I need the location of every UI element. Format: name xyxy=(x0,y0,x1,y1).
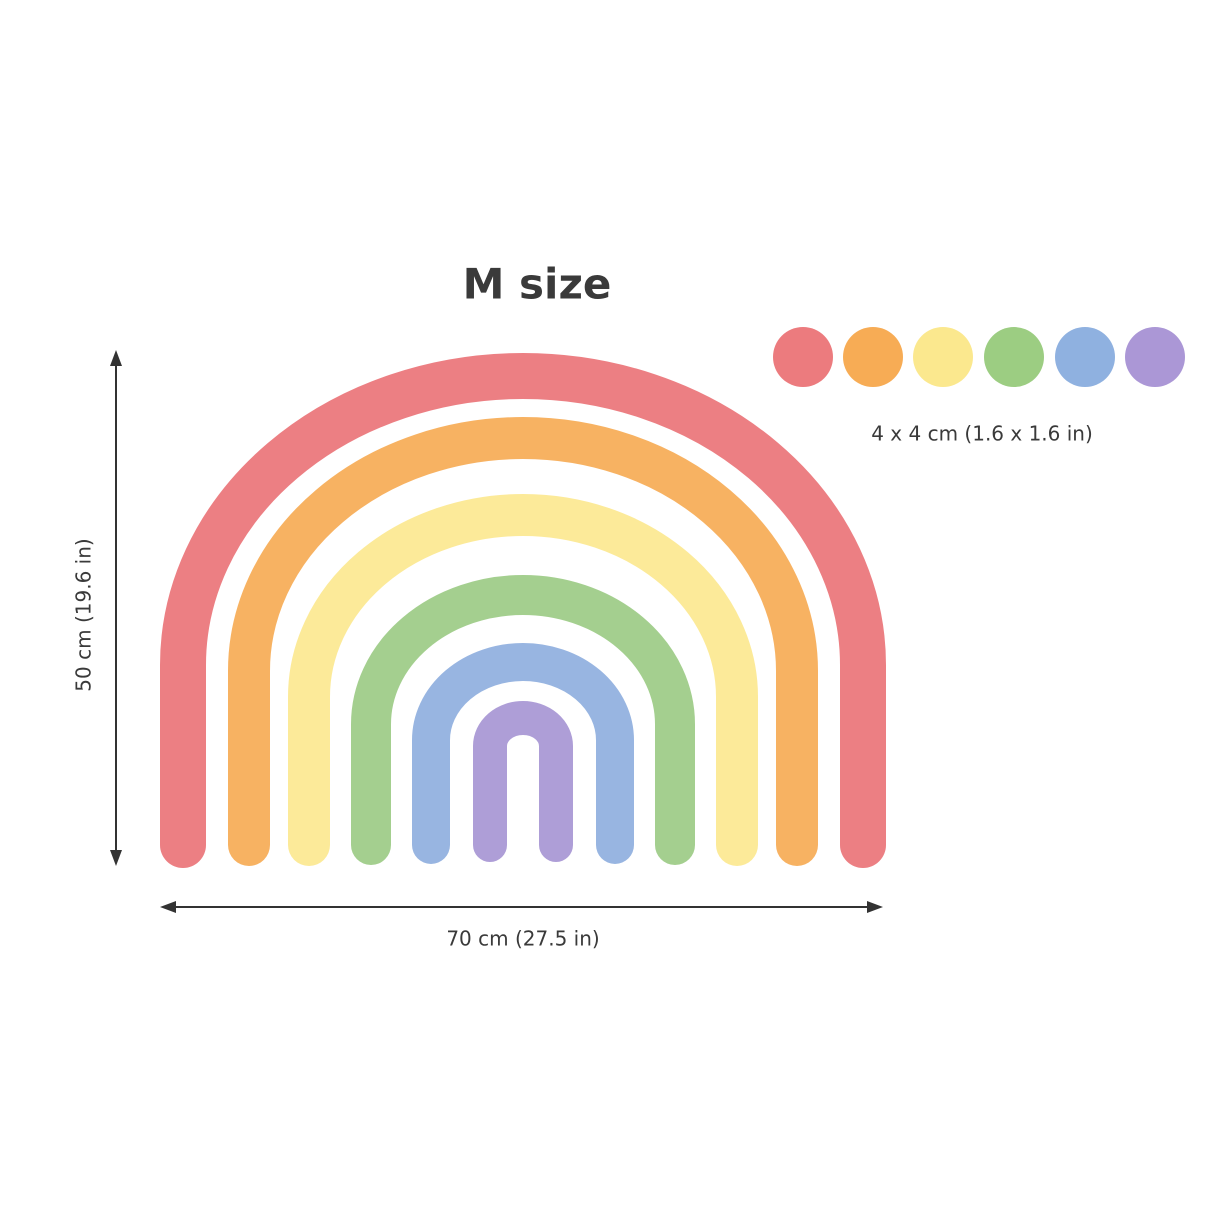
width-arrow xyxy=(160,901,883,913)
rainbow-arch xyxy=(351,575,695,865)
color-dots xyxy=(773,327,1185,387)
width-label: 70 cm (27.5 in) xyxy=(446,927,599,951)
title: M size xyxy=(463,260,612,309)
rainbow-arch xyxy=(412,643,634,864)
rainbow-arch xyxy=(473,701,573,862)
rainbow-arch xyxy=(288,494,758,866)
dot-orange xyxy=(843,327,903,387)
rainbow-arch xyxy=(160,353,886,868)
dot-purple xyxy=(1125,327,1185,387)
dot-yellow xyxy=(913,327,973,387)
rainbow xyxy=(160,353,886,868)
dot-blue xyxy=(1055,327,1115,387)
height-arrow xyxy=(110,350,122,866)
dot-red xyxy=(773,327,833,387)
rainbow-arch xyxy=(228,417,818,866)
dot-green xyxy=(984,327,1044,387)
dot-size-label: 4 x 4 cm (1.6 x 1.6 in) xyxy=(871,422,1093,446)
height-label: 50 cm (19.6 in) xyxy=(72,538,96,691)
